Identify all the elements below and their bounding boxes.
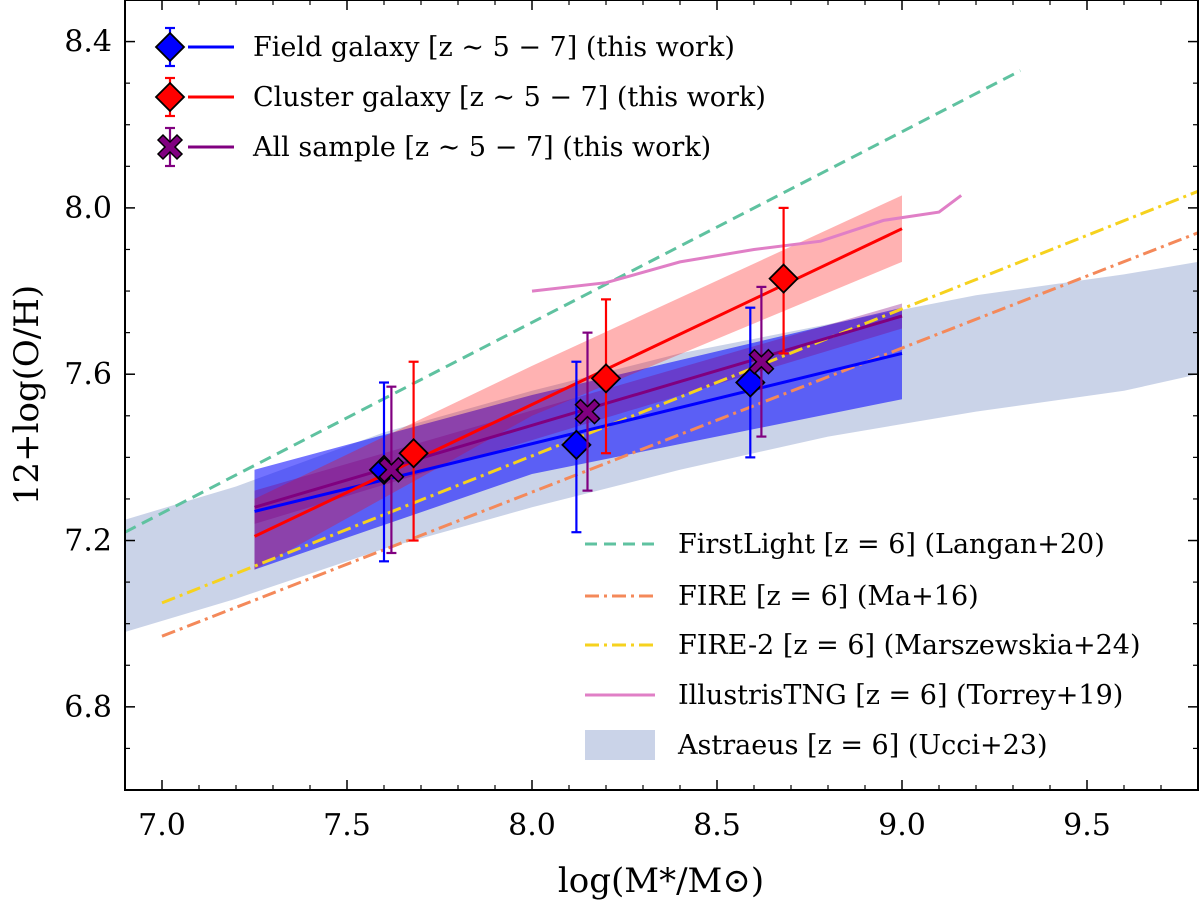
fit-band-2 [254, 303, 902, 524]
legend-band-swatch [585, 730, 655, 760]
legend-label-1: Cluster galaxy [z ∼ 5 − 7] (this work) [253, 82, 766, 113]
legend-model-label-1: FIRE [z = 6] (Ma+16) [678, 581, 979, 612]
axis-ticks [124, 0, 1199, 791]
x-tick-label-0: 7.0 [138, 808, 186, 843]
legend-marker-0 [154, 31, 186, 63]
data-point-2-0 [378, 456, 405, 483]
data-point-2-2 [748, 348, 775, 375]
x-tick-label-1: 7.5 [323, 808, 371, 843]
data-point-1-0 [398, 437, 429, 469]
data-point-0-2 [735, 367, 766, 398]
x-tick-label-2: 8.0 [508, 808, 556, 843]
fit-line-2 [254, 314, 903, 509]
legend-marker-1 [154, 81, 186, 113]
legend-label-0: Field galaxy [z ∼ 5 − 7] (this work) [253, 32, 735, 63]
y-axis-title: 12+log(O/H) [7, 285, 47, 505]
points-layer [368, 206, 799, 563]
data-point-2-1 [574, 398, 601, 425]
data-point-1-1 [590, 363, 622, 394]
legend-observed: Field galaxy [z ∼ 5 − 7] (this work) Clus… [154, 26, 766, 168]
data-point-0-1 [561, 429, 592, 461]
legend-marker-2 [156, 133, 184, 161]
legend-model-label-0: FirstLight [z = 6] (Langan+20) [678, 529, 1105, 560]
data-point-1-2 [768, 263, 799, 294]
legend-model-label-2: FIRE-2 [z = 6] (Marszewskia+24) [678, 630, 1140, 661]
y-tick-label-2: 7.6 [64, 357, 112, 392]
model-line-0 [125, 69, 1022, 534]
axis-tick-labels: 7.0 7.5 8.0 8.5 9.0 9.5 6.8 7.2 7.6 8.0 8.4 [64, 25, 1111, 843]
legend-label-2: All sample [z ∼ 5 − 7] (this work) [252, 132, 711, 163]
legend-band-label: Astraeus [z = 6] (Ucci+23) [677, 730, 1048, 761]
model-line-1 [161, 231, 1199, 638]
y-tick-label-4: 8.4 [64, 25, 112, 60]
legend-models: FirstLight [z = 6] (Langan+20) FIRE [z = … [585, 529, 1140, 761]
x-tick-label-3: 8.5 [693, 808, 741, 843]
model-line-3 [531, 194, 963, 293]
y-tick-label-3: 8.0 [64, 191, 112, 226]
legend-model-label-3: IllustrisTNG [z = 6] (Torrey+19) [678, 680, 1123, 711]
x-tick-label-4: 9.0 [878, 808, 926, 843]
model-line-2 [161, 189, 1199, 605]
y-tick-label-0: 6.8 [64, 690, 112, 725]
plot-frame [124, 0, 1199, 791]
y-tick-label-1: 7.2 [64, 524, 112, 559]
x-axis-title: log(M*/M⊙) [558, 861, 764, 901]
x-tick-label-5: 9.5 [1063, 808, 1111, 843]
